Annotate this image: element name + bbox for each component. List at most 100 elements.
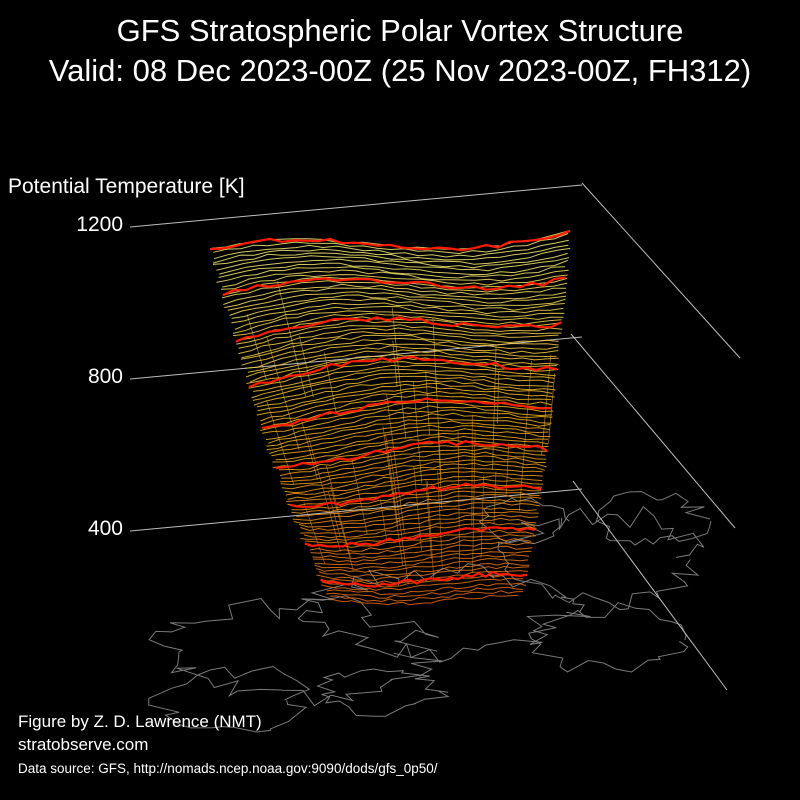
axis-box xyxy=(129,182,741,691)
isosurface-contour xyxy=(281,451,547,479)
isosurface-contour xyxy=(326,586,523,599)
isosurface-strand xyxy=(390,453,409,583)
isosurface-contour xyxy=(318,562,530,577)
isosurface-strand xyxy=(480,475,485,558)
isosurface-strand xyxy=(303,502,326,564)
isosurface-contour xyxy=(300,522,536,542)
isosurface-contour xyxy=(265,409,553,441)
isosurface-contour xyxy=(219,257,570,275)
isosurface-contour xyxy=(314,554,530,571)
isosurface-contour xyxy=(260,394,552,426)
z-tick-label: 800 xyxy=(87,365,123,388)
isosurface-contour xyxy=(252,371,554,401)
isosurface-contour xyxy=(269,424,549,454)
coastline xyxy=(316,668,450,717)
isosurface-strand xyxy=(518,360,532,512)
isosurface-strand xyxy=(277,281,307,398)
contour-400 xyxy=(320,570,528,588)
isosurface-strand xyxy=(435,377,442,480)
isosurface-contour xyxy=(220,274,568,290)
isosurface-strand xyxy=(541,354,552,456)
isosurface-strand xyxy=(425,372,430,436)
isosurface-strand xyxy=(330,485,354,572)
isosurface-strand xyxy=(246,314,267,380)
isosurface-strand xyxy=(391,307,407,439)
isosurface-contour xyxy=(234,305,565,330)
coastline xyxy=(595,491,712,546)
isosurface-strand xyxy=(386,393,405,533)
chart-subtitle: Valid: 08 Dec 2023-00Z (25 Nov 2023-00Z,… xyxy=(48,53,752,88)
isosurface-contour xyxy=(316,558,529,573)
isosurface-strand xyxy=(457,431,461,574)
isosurface-strand xyxy=(385,434,398,524)
coastline xyxy=(528,602,689,673)
isosurface-strand xyxy=(472,430,476,573)
chart-title: GFS Stratospheric Polar Vortex Structure xyxy=(116,13,684,48)
isosurface-contour xyxy=(293,502,541,525)
isosurface-contour xyxy=(284,467,543,494)
isosurface-strand xyxy=(425,479,432,560)
isosurface-contour xyxy=(253,375,553,406)
isosurface-contour xyxy=(236,319,563,345)
isosurface-contour xyxy=(222,269,569,288)
isosurface-contour xyxy=(227,291,566,311)
isosurface-contour xyxy=(281,462,545,490)
coastline-map xyxy=(148,491,712,733)
isosurface-contour xyxy=(271,428,551,457)
isosurface-contour xyxy=(232,310,564,334)
isosurface-strand xyxy=(307,436,341,552)
contour-1200 xyxy=(209,229,571,252)
isosurface-contour xyxy=(256,379,556,408)
isosurface-contour xyxy=(223,283,567,305)
isosurface-contour xyxy=(291,490,540,514)
isosurface-contour xyxy=(329,594,519,606)
isosurface-strand xyxy=(497,371,500,424)
coastline xyxy=(148,595,443,707)
z-axis-label: Potential Temperature [K] xyxy=(8,175,245,198)
isosurface-contour xyxy=(212,247,571,265)
isosurface-contour xyxy=(285,470,543,496)
isosurface-contour xyxy=(213,233,569,255)
author-credit: Figure by Z. D. Lawrence (NMT) xyxy=(18,712,262,731)
isosurface-strand xyxy=(392,340,398,388)
isosurface-strand xyxy=(492,345,497,470)
box-edge xyxy=(581,182,741,359)
isosurface-contour xyxy=(245,342,559,369)
isosurface-strand xyxy=(380,499,388,542)
isosurface-contour xyxy=(216,252,568,271)
coastline xyxy=(478,497,570,545)
isosurface-strand xyxy=(301,419,319,480)
isosurface-contour xyxy=(249,353,559,383)
isosurface-contour xyxy=(224,287,567,308)
isosurface-contour xyxy=(221,280,568,299)
isosurface-contour xyxy=(279,447,546,477)
isosurface-contour xyxy=(275,432,548,461)
isosurface-contour xyxy=(260,401,554,431)
isosurface-contour xyxy=(231,302,564,324)
isosurface-contour xyxy=(286,478,544,502)
box-edge xyxy=(570,333,736,529)
isosurface-strand xyxy=(426,481,435,581)
isosurface-contour xyxy=(313,545,533,563)
isosurface-contour xyxy=(292,498,538,521)
contour-1100 xyxy=(222,276,566,297)
contour-900 xyxy=(248,355,558,389)
z-tick-label: 400 xyxy=(87,517,123,540)
isosurface-strand xyxy=(412,381,423,484)
coastline xyxy=(148,665,311,733)
isosurface-contour xyxy=(326,582,527,596)
contour-800 xyxy=(262,397,553,429)
isosurface-contour xyxy=(260,390,552,422)
isosurface-contour xyxy=(241,331,559,359)
isosurface-contour xyxy=(300,511,539,532)
isosurface-contour xyxy=(268,412,552,444)
isosurface-strand xyxy=(323,352,337,414)
isosurface-contour xyxy=(247,345,557,373)
isosurface-contour xyxy=(266,417,551,447)
z-tick-label: 1200 xyxy=(76,213,123,236)
isosurface-strand xyxy=(328,491,341,537)
isosurface-contour xyxy=(213,239,569,260)
isosurface-strand xyxy=(351,458,368,535)
isosurface-contour xyxy=(238,324,562,349)
